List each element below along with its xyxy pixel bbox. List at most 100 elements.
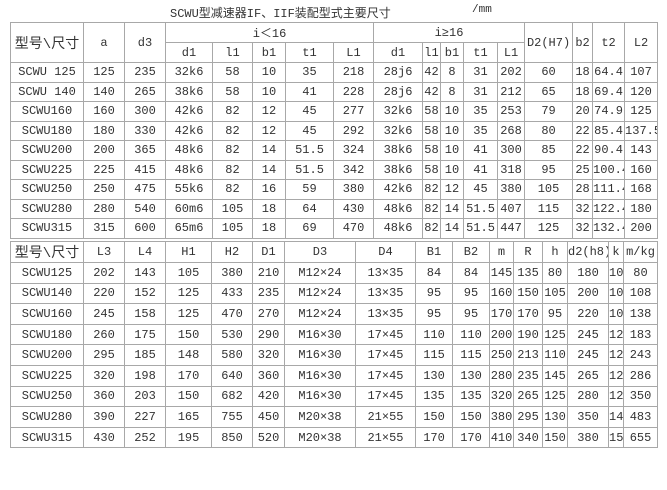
value-cell: 10	[608, 282, 624, 305]
value-cell: 13×35	[355, 303, 416, 325]
value-cell: 286	[623, 364, 658, 387]
value-cell: 14	[440, 198, 464, 219]
table-row: SCWU160 160 300 42k6 82 12 45 277 32k6 58 10 35 253 7…	[10, 101, 659, 122]
value-cell: 183	[623, 323, 658, 346]
value-cell: 15	[608, 426, 624, 449]
value-cell: 22	[572, 140, 594, 161]
value-cell: 475	[124, 179, 166, 200]
value-cell: 51.5	[285, 140, 334, 161]
value-cell: 58	[212, 62, 253, 83]
value-cell: 185	[124, 344, 166, 366]
value-cell: 85	[524, 140, 574, 161]
value-cell: 105	[212, 218, 253, 239]
value-cell: 318	[496, 159, 526, 180]
value-cell: 38k6	[373, 159, 423, 180]
value-cell: 10	[440, 140, 464, 161]
value-cell: 32k6	[165, 62, 213, 83]
table-row: SCWU315 315 600 65m6 105 18 69 470 48k6 82 14 51.5 4…	[10, 218, 659, 239]
value-cell: 18	[252, 198, 286, 219]
value-cell: 180	[624, 198, 659, 219]
dimension-table-1: 型号\尺寸 a d3 i＜16 i≥16 D2(H7) b2 t2 L2 d1 l…	[10, 22, 659, 239]
value-cell: 150	[165, 323, 212, 346]
header-cell: m/kg	[623, 241, 658, 263]
value-cell: 8	[440, 62, 464, 83]
value-cell: 245	[83, 303, 125, 325]
value-cell: 69.4	[592, 81, 626, 102]
value-cell: 165	[165, 406, 212, 428]
value-cell: 218	[333, 62, 374, 83]
value-cell: 415	[124, 159, 166, 180]
value-cell: 28	[572, 179, 594, 200]
value-cell: 115	[452, 344, 490, 366]
value-cell: 380	[567, 426, 609, 449]
value-cell: 235	[124, 62, 166, 83]
value-cell: M12×24	[284, 262, 356, 284]
value-cell: 202	[83, 262, 125, 284]
value-cell: 132.4	[592, 218, 626, 239]
value-cell: 28j6	[373, 62, 423, 83]
value-cell: 682	[211, 385, 253, 408]
value-cell: 42k6	[165, 120, 213, 141]
subheader-ge16: t1	[463, 42, 498, 63]
value-cell: 14	[440, 218, 464, 239]
table-row: SCWU180 180 330 42k6 82 12 45 292 32k6 58 10 35 268 8…	[10, 120, 659, 141]
value-cell: 42k6	[373, 179, 423, 200]
value-cell: 14	[608, 406, 624, 428]
value-cell: 360	[252, 364, 285, 387]
value-cell: 58	[422, 120, 441, 141]
value-cell: 198	[124, 364, 166, 387]
value-cell: 12	[440, 179, 464, 200]
value-cell: 265	[567, 364, 609, 387]
value-cell: 150	[452, 406, 490, 428]
subheader-row: d1 l1 b1 t1 L1 d1 l1 b1 t1 L1	[11, 42, 658, 63]
value-cell: 190	[513, 323, 543, 346]
header-a: a	[83, 22, 125, 63]
header-cell: L3	[83, 241, 125, 263]
value-cell: 210	[252, 262, 285, 284]
value-cell: 420	[252, 385, 285, 408]
value-cell: 105	[542, 282, 568, 305]
value-cell: 80	[524, 120, 574, 141]
value-cell: 160	[624, 159, 659, 180]
value-cell: 55k6	[165, 179, 213, 200]
value-cell: 300	[496, 140, 526, 161]
value-cell: 170	[513, 303, 543, 325]
model-cell: SCWU315	[10, 426, 84, 449]
value-cell: 135	[513, 262, 543, 284]
value-cell: 32k6	[373, 101, 423, 122]
value-cell: 130	[415, 364, 453, 387]
value-cell: 138	[623, 303, 658, 325]
value-cell: 430	[333, 198, 374, 219]
value-cell: 51.5	[463, 218, 498, 239]
header-cell: h	[542, 241, 568, 263]
value-cell: 20	[572, 101, 594, 122]
header-cell: 型号\尺寸	[10, 241, 84, 263]
value-cell: 655	[623, 426, 658, 449]
value-cell: 470	[211, 303, 253, 325]
model-cell: SCWU315	[10, 218, 84, 239]
model-cell: SCWU200	[10, 140, 84, 161]
value-cell: 60m6	[165, 198, 213, 219]
table-row: SCWU315 430 252 195 850 520 M20×38 21×55 170 170 4…	[10, 426, 658, 449]
value-cell: 292	[333, 120, 374, 141]
value-cell: 125	[524, 218, 574, 239]
value-cell: 433	[211, 282, 253, 305]
value-cell: 21×55	[355, 406, 416, 428]
value-cell: 125	[165, 303, 212, 325]
value-cell: 175	[124, 323, 166, 346]
value-cell: 200	[83, 140, 125, 161]
value-cell: 290	[252, 323, 285, 346]
value-cell: 111.4	[592, 179, 626, 200]
header-cell: L4	[124, 241, 166, 263]
value-cell: 252	[124, 426, 166, 449]
header-cell: d2(h8)	[567, 241, 609, 263]
model-cell: SCWU160	[10, 303, 84, 325]
value-cell: 365	[124, 140, 166, 161]
value-cell: 13×35	[355, 282, 416, 305]
value-cell: 280	[489, 364, 514, 387]
value-cell: 122.4	[592, 198, 626, 219]
value-cell: 10	[440, 159, 464, 180]
value-cell: 150	[513, 282, 543, 305]
